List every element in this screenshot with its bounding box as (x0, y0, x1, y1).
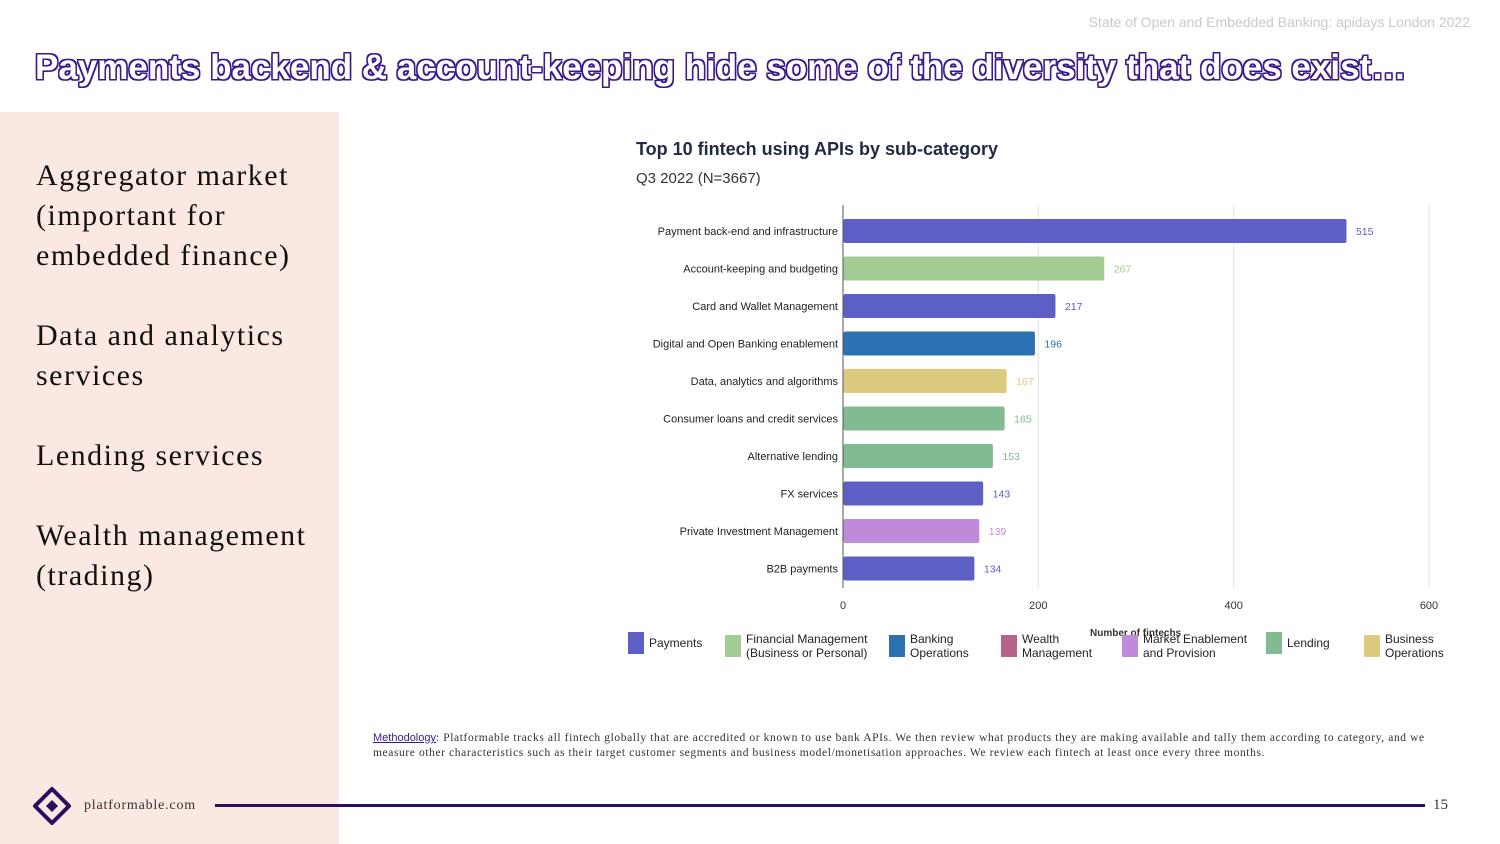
data-label: 139 (989, 526, 1007, 538)
x-tick-label: 200 (1029, 600, 1047, 612)
legend-label: Lending (1287, 636, 1330, 650)
bar (843, 444, 993, 468)
left-list-item: Lending services (36, 439, 265, 472)
category-label: Payment back-end and infrastructure (658, 226, 838, 238)
category-label: Card and Wallet Management (692, 301, 838, 313)
data-label: 267 (1114, 264, 1132, 276)
bar (843, 294, 1056, 318)
x-axis-title: Number of fintechs (1090, 628, 1182, 639)
x-tick-label: 400 (1224, 600, 1242, 612)
bar (843, 219, 1347, 243)
methodology-note: Methodology: Platformable tracks all fin… (373, 731, 1453, 761)
left-panel: Aggregator market (important for embedde… (0, 112, 339, 844)
methodology-label: Methodology (373, 732, 436, 744)
bar (843, 519, 980, 543)
legend-item-banking-operations: Banking Operations (889, 632, 980, 660)
legend-label: Business Operations (1385, 632, 1444, 660)
legend-label: Banking Operations (910, 632, 969, 660)
slide-title: Payments backend & account-keeping hide … (35, 48, 1407, 87)
legend-item-business-operations: Business Operations (1364, 632, 1455, 660)
legend-item-market-enablement: Market Enablement and Provision (1122, 632, 1253, 660)
legend-label: Wealth Management (1022, 632, 1093, 660)
data-label: 165 (1014, 414, 1032, 426)
bar (843, 369, 1007, 393)
category-label: FX services (781, 489, 839, 501)
data-label: 217 (1065, 301, 1083, 313)
x-tick-label: 600 (1420, 600, 1438, 612)
legend-item-financial-management: Financial Management (Business or Person… (725, 632, 876, 660)
category-label: Alternative lending (747, 451, 838, 463)
category-label: Data, analytics and algorithms (691, 376, 839, 388)
data-label: 196 (1044, 339, 1062, 351)
legend-label: Financial Management (Business or Person… (746, 632, 868, 660)
header-note: State of Open and Embedded Banking: apid… (1088, 14, 1470, 30)
methodology-text: : Platformable tracks all fintech global… (373, 732, 1425, 759)
data-label: 134 (984, 564, 1002, 576)
category-label: Account-keeping and budgeting (683, 264, 838, 276)
legend-label: Market Enablement and Provision (1143, 632, 1248, 660)
category-label: Private Investment Management (680, 526, 838, 538)
left-list-item: Data and analytics services (36, 319, 285, 392)
bar (843, 256, 1105, 281)
bar (843, 331, 1035, 356)
data-label: 153 (1002, 451, 1020, 463)
legend-swatch (725, 635, 741, 657)
category-label: B2B payments (766, 564, 838, 576)
data-label: 515 (1356, 226, 1374, 238)
chart-title: Top 10 fintech using APIs by sub-categor… (636, 139, 999, 159)
platformable-logo-icon (33, 787, 71, 825)
legend-swatch (1364, 635, 1380, 657)
legend-item-wealth-management: Wealth Management (1001, 632, 1102, 660)
legend-item-lending: Lending (1266, 632, 1347, 654)
page-number: 15 (1433, 797, 1448, 813)
category-label: Digital and Open Banking enablement (653, 339, 838, 351)
legend-label: Payments (649, 636, 703, 650)
footer-site[interactable]: platformable.com (84, 798, 196, 813)
data-label: 143 (993, 489, 1011, 501)
bar (843, 556, 975, 581)
category-label: Consumer loans and credit services (663, 414, 838, 426)
legend-swatch (1122, 635, 1138, 657)
bar (843, 406, 1005, 431)
x-tick-label: 0 (840, 600, 846, 612)
legend-swatch (1266, 632, 1282, 654)
left-list-item: Aggregator market (important for embedde… (36, 159, 291, 272)
chart-subtitle: Q3 2022 (N=3667) (636, 170, 761, 187)
legend-swatch (1001, 635, 1017, 657)
left-list: Aggregator market (important for embedde… (36, 156, 326, 636)
legend-swatch (628, 632, 644, 654)
legend-item-payments: Payments (628, 632, 729, 654)
legend-swatch (889, 635, 905, 657)
bar (843, 481, 984, 506)
footer-divider (215, 804, 1425, 807)
chart-legend: Payments Financial Management (Business … (628, 632, 1448, 672)
data-label: 167 (1016, 376, 1034, 388)
left-list-item: Wealth management (trading) (36, 519, 307, 592)
